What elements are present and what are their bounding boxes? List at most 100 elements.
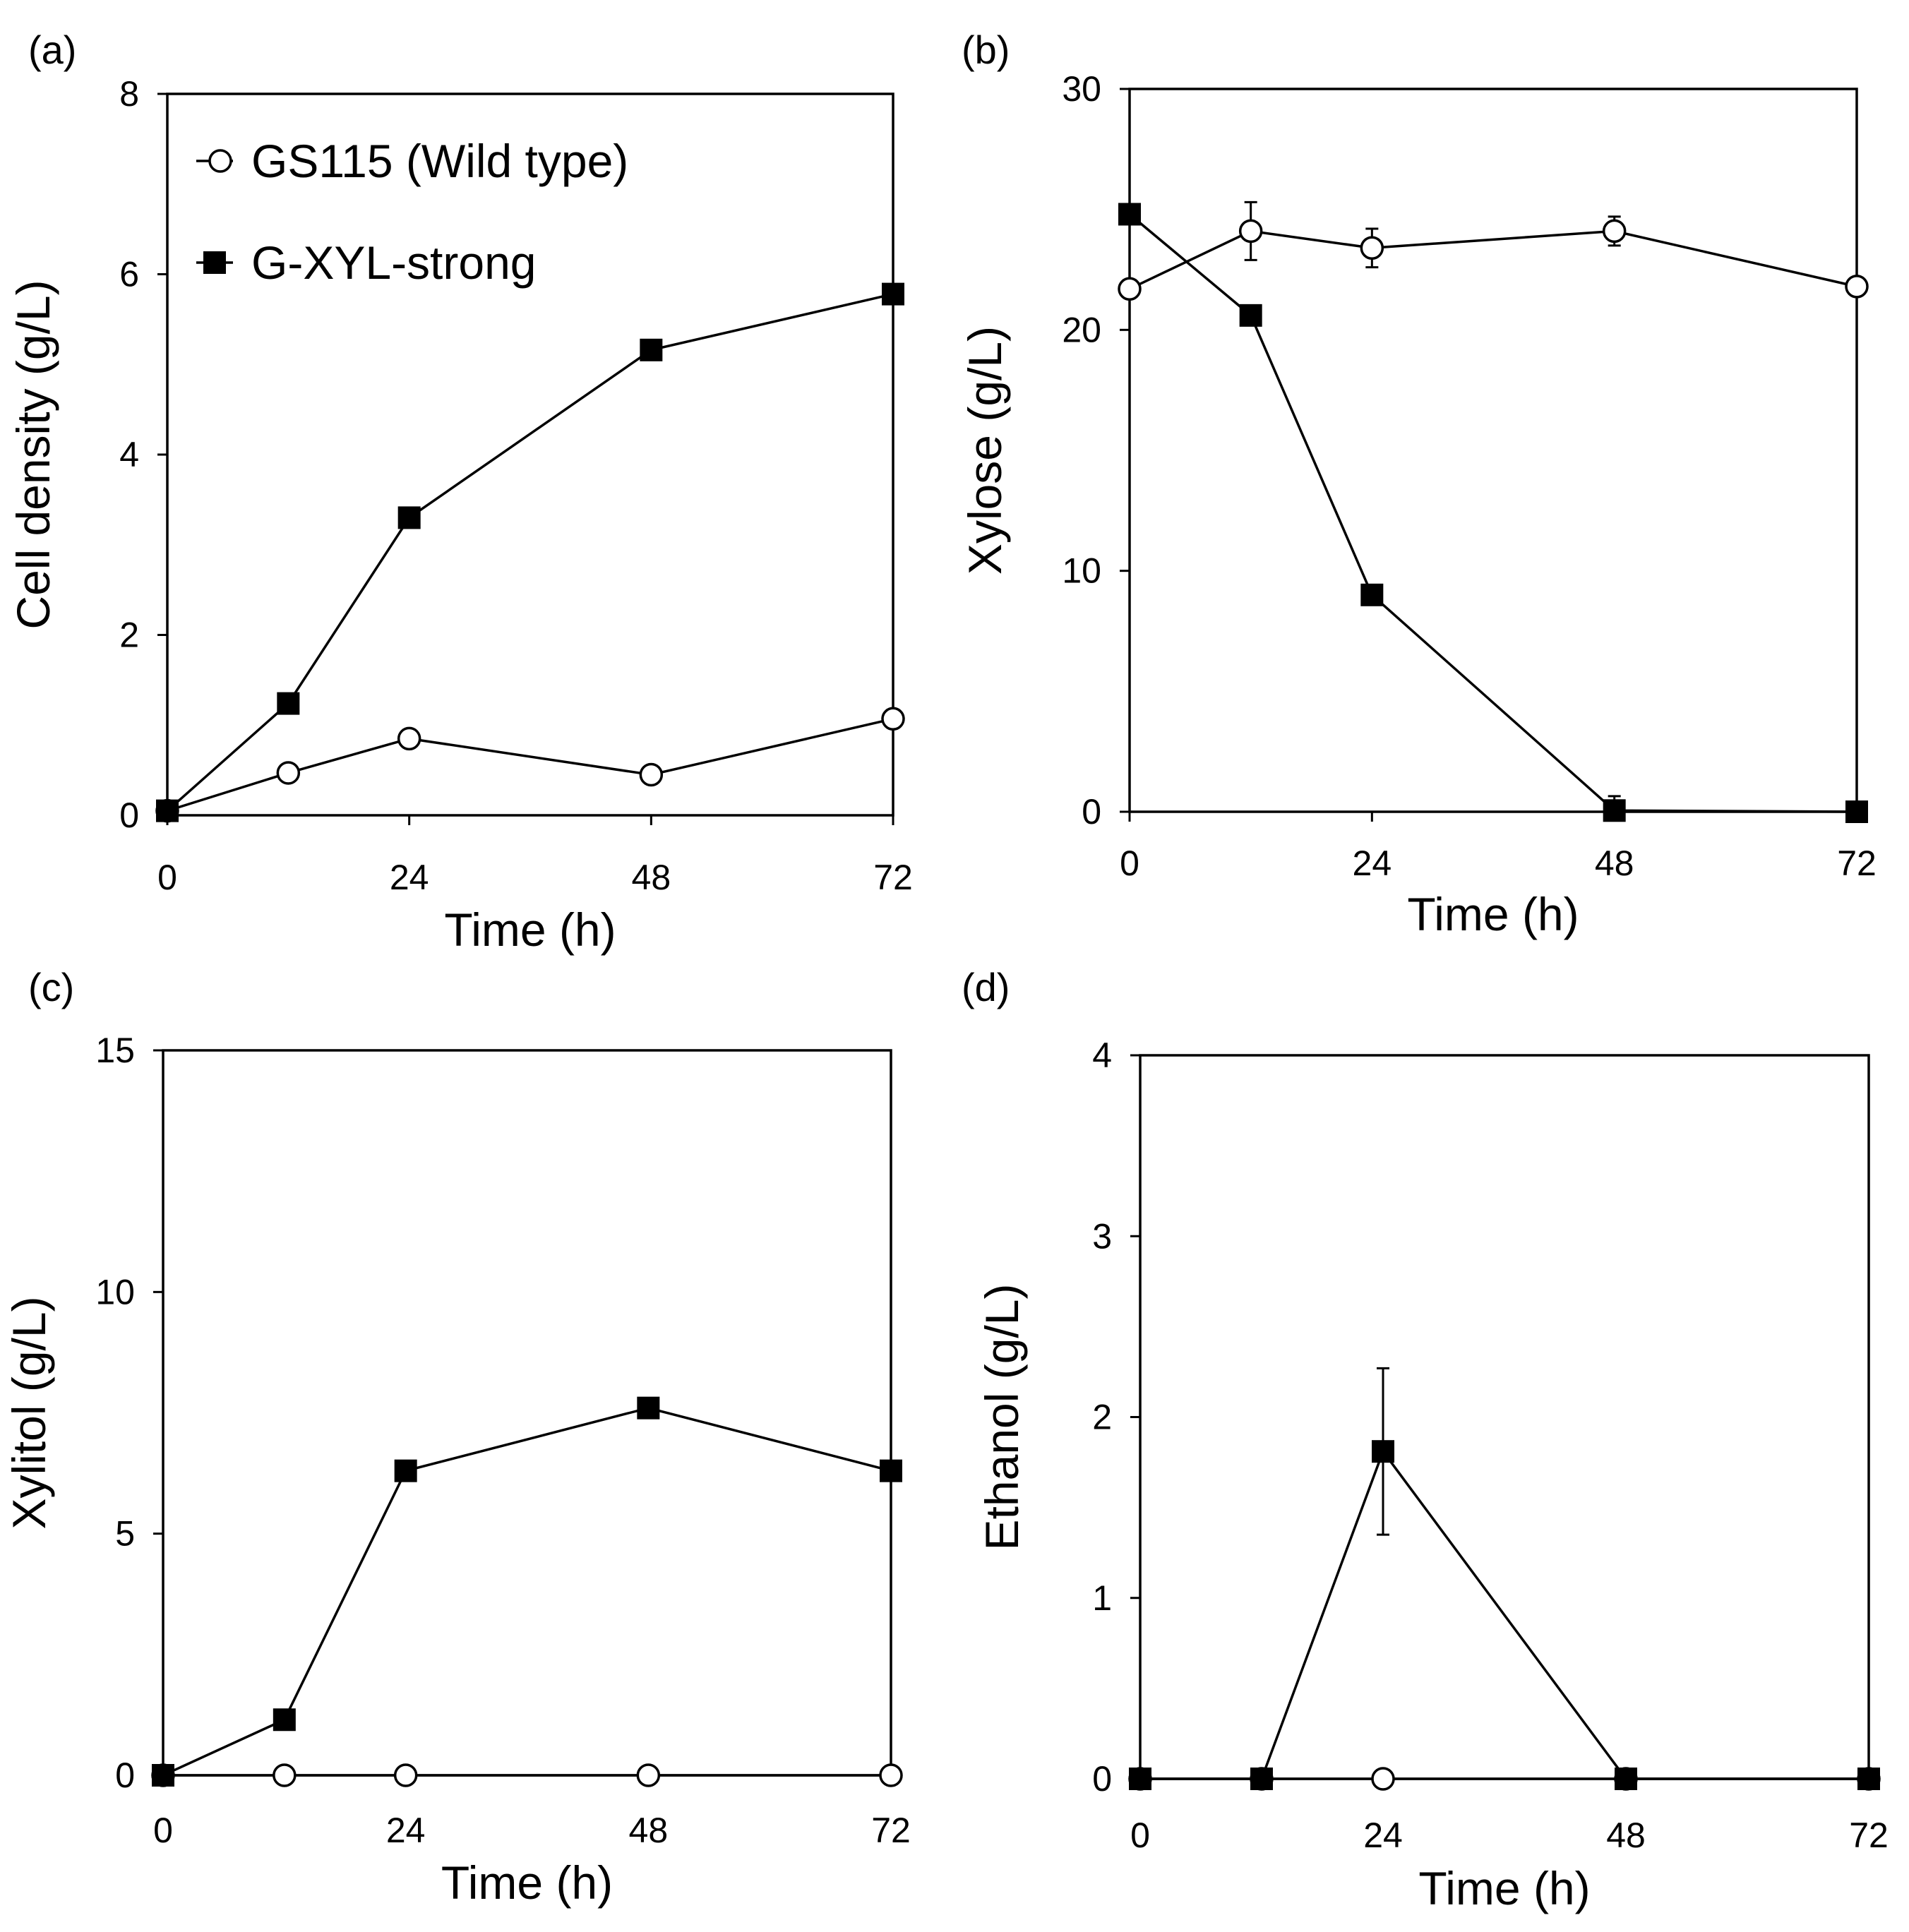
data-point-gs115 — [881, 707, 905, 731]
data-point-gs115 — [879, 1763, 903, 1787]
data-point-g-xyl-strong — [882, 282, 904, 306]
y-tick-label: 10 — [1062, 551, 1101, 591]
data-point-g-xyl-strong — [1603, 799, 1626, 822]
data-point-g-xyl-strong — [1360, 583, 1384, 606]
data-point-g-xyl-strong — [156, 799, 179, 822]
x-axis-label: Time (h) — [1418, 1862, 1590, 1914]
x-tick-label: 72 — [871, 1811, 911, 1850]
x-tick-label: 72 — [1837, 844, 1877, 883]
legend-label: GS115 (Wild type) — [251, 135, 628, 187]
series-line-g-xyl-strong — [1140, 1448, 1869, 1780]
y-tick-label: 0 — [115, 1756, 135, 1795]
y-axis-label: Xylose (g/L) — [959, 326, 1011, 575]
y-axis-label: Xylitol (g/L) — [3, 1296, 55, 1529]
data-point-g-xyl-strong — [1239, 304, 1262, 327]
data-point-gs115 — [639, 762, 664, 787]
x-axis-label: Time (h) — [444, 904, 616, 956]
data-point-g-xyl-strong — [880, 1459, 902, 1482]
data-point-gs115 — [1845, 275, 1869, 299]
data-point-g-xyl-strong — [152, 1764, 174, 1787]
y-tick-label: 8 — [119, 74, 139, 114]
x-tick-label: 24 — [1353, 844, 1392, 883]
y-tick-label: 3 — [1092, 1216, 1112, 1256]
series-line-g-xyl-strong — [166, 292, 894, 812]
y-tick-label: 4 — [1092, 1036, 1112, 1075]
legend: GS115 (Wild type) G-XYL-strong — [196, 135, 628, 289]
plot-frame — [162, 1049, 892, 1777]
plot-frame — [1128, 88, 1858, 813]
x-tick-label: 0 — [153, 1811, 173, 1850]
panel-label: (c) — [28, 965, 74, 1009]
y-tick-label: 2 — [1092, 1398, 1112, 1437]
panel-label: (b) — [962, 28, 1010, 72]
x-tick-label: 48 — [1606, 1816, 1646, 1855]
y-tick-label: 30 — [1062, 69, 1101, 109]
legend-circle-marker — [208, 149, 232, 173]
x-tick-label: 48 — [629, 1811, 669, 1850]
x-tick-label: 0 — [1130, 1816, 1150, 1855]
data-point-g-xyl-strong — [277, 692, 300, 715]
data-point-g-xyl-strong — [397, 506, 421, 529]
data-point-g-xyl-strong — [1615, 1768, 1637, 1790]
x-tick-label: 72 — [1849, 1816, 1889, 1855]
data-point-g-xyl-strong — [1857, 1768, 1880, 1790]
data-point-g-xyl-strong — [1129, 1768, 1151, 1790]
data-point-g-xyl-strong — [1845, 800, 1868, 823]
data-point-g-xyl-strong — [1372, 1440, 1394, 1463]
x-tick-label: 24 — [1363, 1816, 1403, 1855]
y-tick-label: 6 — [119, 255, 139, 294]
legend-square-marker — [203, 251, 226, 274]
x-tick-label: 0 — [1120, 844, 1139, 883]
y-tick-label: 20 — [1062, 310, 1101, 349]
series-line-g-xyl-strong — [162, 1406, 892, 1777]
legend-label: G-XYL-strong — [251, 236, 536, 289]
y-tick-label: 2 — [119, 616, 139, 655]
data-point-g-xyl-strong — [640, 338, 663, 361]
data-point-gs115 — [393, 1763, 418, 1787]
y-tick-label: 4 — [119, 435, 139, 474]
x-tick-label: 24 — [390, 858, 429, 897]
data-point-g-xyl-strong — [394, 1459, 417, 1482]
chart-panel-1: (b) 0 10 20 30 0 24 48 72 Time (h) Xylose (g/L) — [959, 28, 1877, 940]
data-point-g-xyl-strong — [1118, 203, 1141, 226]
data-point-gs115 — [636, 1763, 661, 1787]
y-tick-label: 0 — [1092, 1759, 1112, 1799]
x-axis-label: Time (h) — [441, 1856, 613, 1909]
y-tick-label: 0 — [119, 796, 139, 835]
x-tick-label: 72 — [873, 858, 913, 897]
data-point-gs115 — [1238, 219, 1263, 244]
data-point-gs115 — [1118, 277, 1142, 301]
panel-label: (d) — [962, 965, 1010, 1009]
plot-frame — [1139, 1054, 1870, 1780]
data-point-gs115 — [276, 761, 301, 785]
chart-panel-2: (c) 0 5 10 15 0 24 48 72 Time (h) Xylitol (g/L) — [3, 965, 911, 1909]
data-point-g-xyl-strong — [273, 1708, 296, 1732]
x-axis-label: Time (h) — [1407, 888, 1579, 940]
chart-panel-3: (d) 0 1 2 3 4 0 24 48 72 Time (h) Ethanol (g/L) — [962, 965, 1889, 1914]
data-point-gs115 — [1360, 236, 1384, 260]
x-tick-label: 48 — [1595, 844, 1634, 883]
series-line-g-xyl-strong — [1128, 213, 1857, 813]
y-tick-label: 15 — [95, 1031, 135, 1070]
data-point-gs115 — [1371, 1767, 1395, 1791]
panel-label: (a) — [28, 28, 76, 72]
x-tick-label: 24 — [386, 1811, 426, 1850]
y-axis-label: Cell density (g/L) — [7, 280, 59, 629]
data-point-gs115 — [1602, 219, 1627, 244]
data-point-g-xyl-strong — [637, 1396, 660, 1420]
y-tick-label: 0 — [1082, 792, 1101, 832]
x-tick-label: 48 — [632, 858, 671, 897]
y-axis-label: Ethanol (g/L) — [976, 1284, 1028, 1551]
data-point-g-xyl-strong — [1250, 1768, 1273, 1790]
data-point-gs115 — [273, 1763, 297, 1787]
series-line-gs115 — [1129, 229, 1857, 290]
data-point-gs115 — [397, 726, 421, 751]
x-tick-label: 0 — [157, 858, 177, 897]
y-tick-label: 1 — [1092, 1578, 1112, 1618]
series-line-gs115 — [167, 717, 894, 812]
plot-frame — [166, 92, 894, 817]
y-tick-label: 10 — [95, 1272, 135, 1312]
y-tick-label: 5 — [115, 1514, 135, 1554]
